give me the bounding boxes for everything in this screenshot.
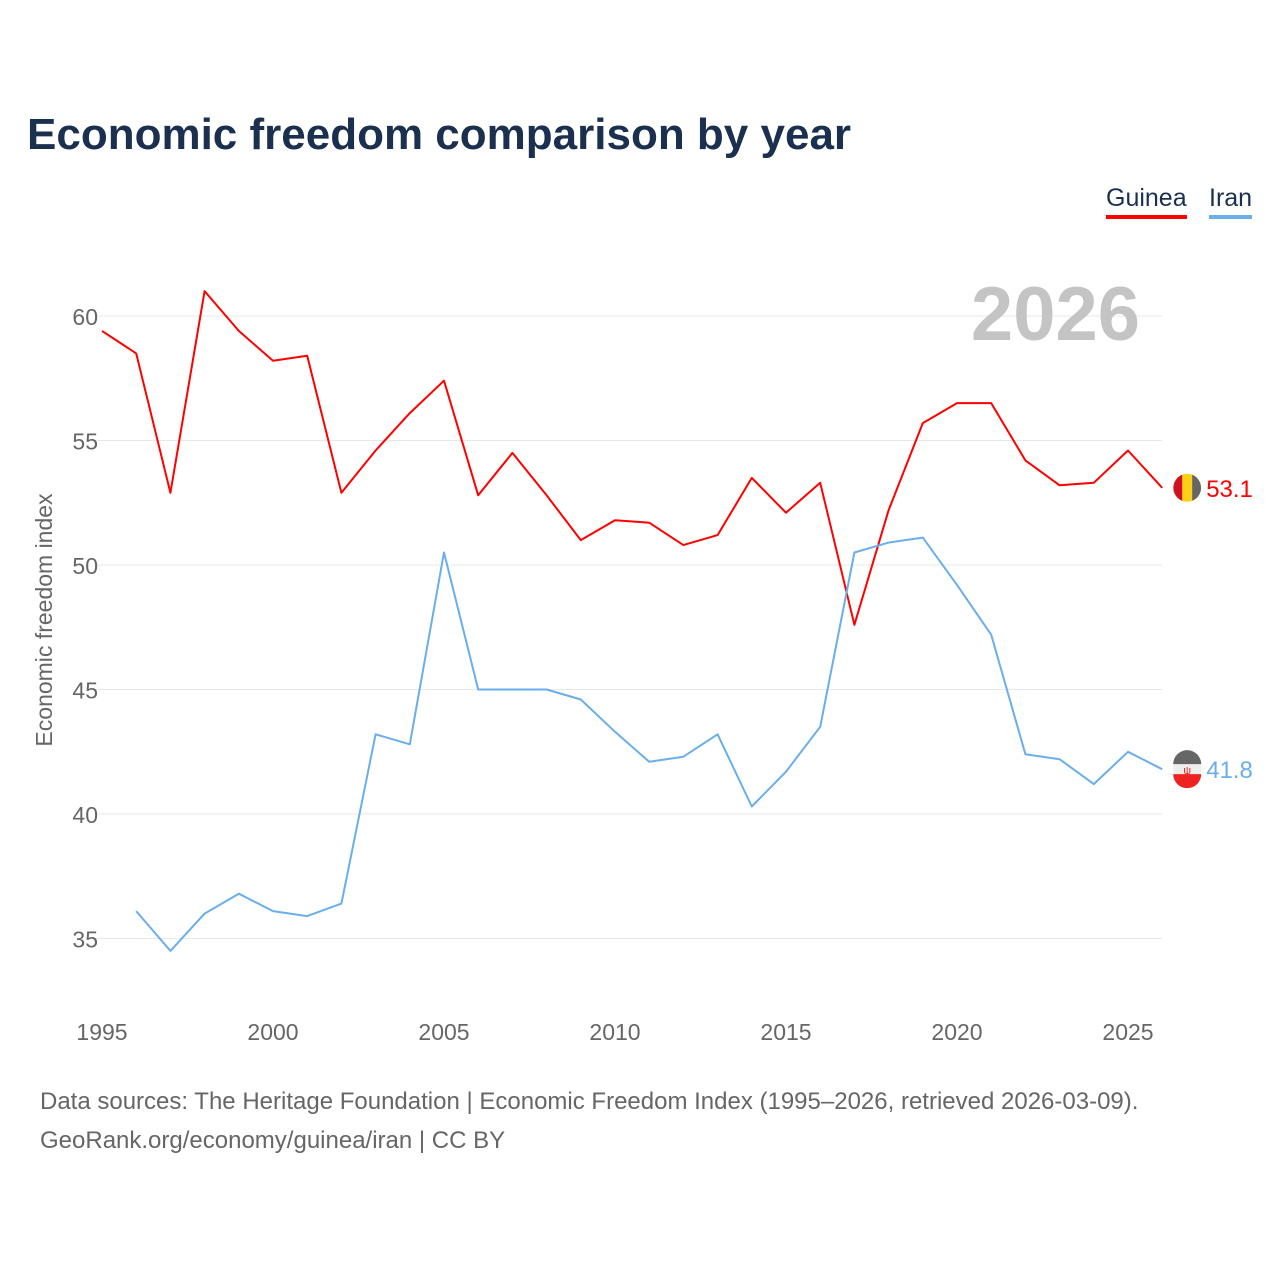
series-line-iran bbox=[135, 536, 1163, 952]
y-tick-label: 35 bbox=[72, 927, 98, 953]
y-axis-label: Economic freedom index bbox=[31, 493, 57, 747]
source-text: Data sources: The Heritage Foundation | … bbox=[40, 1088, 1139, 1115]
x-tick-label: 2005 bbox=[418, 1019, 469, 1045]
x-tick-label: 2010 bbox=[589, 1019, 640, 1045]
legend-iran[interactable]: Iran bbox=[1209, 184, 1253, 219]
iran-flag-top bbox=[1173, 750, 1202, 765]
y-tick-label: 60 bbox=[72, 304, 98, 330]
y-tick-label: 50 bbox=[72, 553, 98, 579]
x-tick-label: 2020 bbox=[931, 1019, 982, 1045]
y-tick-label: 45 bbox=[72, 678, 98, 704]
year-watermark: 2026 bbox=[971, 272, 1140, 357]
x-tick-label: 2000 bbox=[247, 1019, 298, 1045]
guinea-flag-red bbox=[1173, 474, 1183, 501]
end-value-label-iran: 41.8 bbox=[1206, 757, 1253, 784]
chart-title: Economic freedom comparison by year bbox=[27, 110, 852, 159]
y-tick-label: 55 bbox=[72, 429, 98, 455]
x-tick-label: 1995 bbox=[76, 1019, 127, 1045]
x-tick-label: 2025 bbox=[1102, 1019, 1153, 1045]
source-link[interactable]: GeoRank.org/economy/guinea/iran | CC BY bbox=[40, 1127, 506, 1154]
iran-flag-bottom bbox=[1173, 774, 1202, 789]
iran-flag-emblem: ψ bbox=[1183, 765, 1191, 777]
legend-guinea[interactable]: Guinea bbox=[1106, 184, 1187, 219]
guinea-flag-dark bbox=[1192, 474, 1202, 501]
x-tick-label: 2015 bbox=[760, 1019, 811, 1045]
series-line-guinea bbox=[101, 290, 1163, 626]
y-tick-label: 40 bbox=[72, 802, 98, 828]
end-value-label-guinea: 53.1 bbox=[1206, 476, 1253, 503]
